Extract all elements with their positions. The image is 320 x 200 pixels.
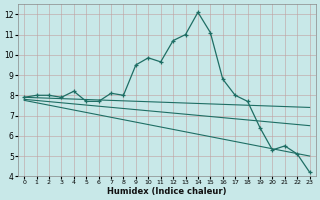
X-axis label: Humidex (Indice chaleur): Humidex (Indice chaleur) [107, 187, 227, 196]
